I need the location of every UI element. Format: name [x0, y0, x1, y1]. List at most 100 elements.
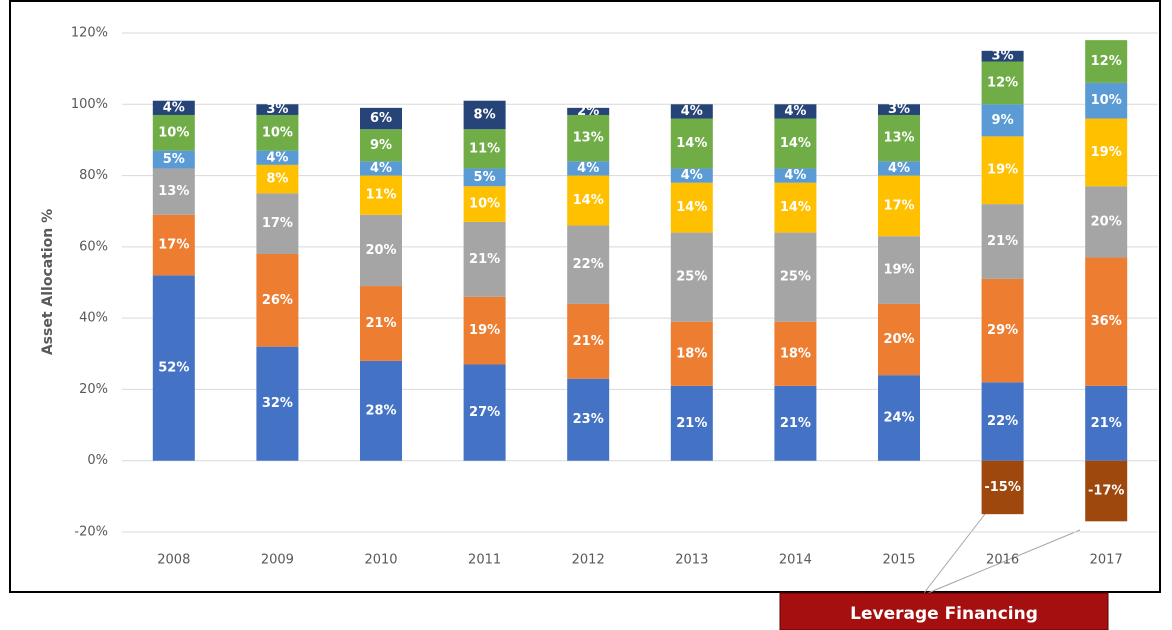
bar-segment	[1085, 118, 1128, 187]
bar-segment	[463, 100, 506, 130]
data-label: 17%	[158, 238, 189, 253]
bar-segment	[567, 107, 610, 115]
bar-segment	[670, 321, 713, 386]
y-tick-label: -20%	[74, 525, 108, 540]
x-tick-label: 2010	[364, 553, 397, 568]
data-label: 3%	[266, 102, 288, 117]
bar-segment	[463, 186, 506, 222]
bar-segment	[1085, 40, 1128, 83]
bar-segment	[463, 168, 506, 187]
bar-segment	[152, 275, 195, 461]
data-label: 10%	[469, 197, 500, 212]
bar-segment	[1085, 385, 1128, 461]
data-label: 14%	[676, 136, 707, 151]
y-tick-label: 120%	[71, 26, 108, 41]
bar-segment	[567, 378, 610, 461]
data-label: 5%	[474, 170, 496, 185]
y-tick-label: 60%	[79, 239, 108, 254]
data-label: 23%	[573, 412, 604, 427]
data-label: 4%	[784, 168, 806, 183]
bar-segment	[878, 175, 920, 237]
bar-segment	[774, 118, 817, 169]
data-label: 27%	[469, 405, 500, 420]
bar-segment	[152, 214, 195, 276]
data-label: 4%	[681, 104, 703, 119]
data-label: 21%	[780, 416, 811, 431]
data-label: 19%	[1091, 145, 1122, 160]
data-label: 21%	[676, 416, 707, 431]
data-label: 19%	[987, 163, 1018, 178]
bar-segment	[774, 232, 817, 322]
bar-segment	[981, 136, 1024, 205]
y-tick-label: 0%	[87, 453, 108, 468]
data-label: 12%	[1091, 54, 1122, 69]
data-label: 13%	[883, 131, 914, 146]
data-label: 19%	[883, 263, 914, 278]
bar-segment	[981, 382, 1024, 461]
data-label: 9%	[992, 113, 1014, 128]
data-label: 14%	[573, 193, 604, 208]
bar-segment	[981, 278, 1024, 383]
data-label: 10%	[1091, 93, 1122, 108]
bar-segment	[256, 193, 299, 254]
bar-segment	[774, 321, 817, 386]
data-label: 20%	[1091, 214, 1122, 229]
data-label: 21%	[365, 316, 396, 331]
data-label: 25%	[780, 270, 811, 285]
data-label: 4%	[681, 168, 703, 183]
data-label: -17%	[1088, 484, 1125, 499]
bar-segment	[152, 168, 195, 215]
data-label: 19%	[469, 323, 500, 338]
data-label: 13%	[158, 184, 189, 199]
bar-segment	[981, 460, 1024, 515]
data-label: 25%	[676, 270, 707, 285]
bar-segment	[878, 303, 920, 376]
data-label: 3%	[888, 102, 910, 117]
data-label: 17%	[262, 216, 293, 231]
bar-segment	[774, 104, 817, 119]
bar-segment	[981, 104, 1024, 137]
x-tick-label: 2015	[882, 553, 915, 568]
x-tick-label: 2012	[572, 553, 605, 568]
bar-segment	[256, 164, 299, 194]
data-label: 18%	[780, 346, 811, 361]
bar-segment	[670, 118, 713, 169]
data-label: 4%	[163, 100, 185, 115]
x-tick-label: 2013	[675, 553, 708, 568]
bar-segment	[1085, 257, 1128, 386]
bar-segment	[878, 375, 920, 461]
bar-segment	[360, 286, 402, 361]
bar-segment	[360, 161, 402, 176]
bar-segment	[878, 114, 920, 162]
bar-segment	[463, 129, 506, 169]
data-label: 20%	[365, 243, 396, 258]
bar-segment	[567, 225, 610, 304]
bar-segment	[670, 104, 713, 119]
data-label: 4%	[577, 161, 599, 176]
bar-segment	[463, 296, 506, 365]
bar-segment	[256, 104, 299, 115]
annotation-text: Leverage Financing	[850, 604, 1038, 624]
data-label: 11%	[365, 188, 396, 203]
data-label: 52%	[158, 361, 189, 376]
data-label: 6%	[370, 111, 392, 126]
bar-segment	[567, 303, 610, 379]
x-tick-label: 2008	[157, 553, 190, 568]
data-label: 3%	[992, 49, 1014, 64]
x-tick-label: 2011	[468, 553, 501, 568]
data-label: 21%	[573, 334, 604, 349]
y-tick-label: 20%	[79, 382, 108, 397]
bar-segment	[670, 385, 713, 461]
data-label: 12%	[987, 75, 1018, 90]
data-label: 4%	[370, 161, 392, 176]
data-label: 36%	[1091, 314, 1122, 329]
bar-segment	[256, 346, 299, 461]
bar-segment	[152, 100, 195, 115]
bar-segment	[360, 360, 402, 461]
y-tick-label: 100%	[71, 97, 108, 112]
annotation-box	[779, 592, 1109, 630]
y-tick-label: 40%	[79, 311, 108, 326]
bar-segment	[878, 161, 920, 176]
data-label: 21%	[469, 252, 500, 267]
bar-segment	[567, 175, 610, 226]
